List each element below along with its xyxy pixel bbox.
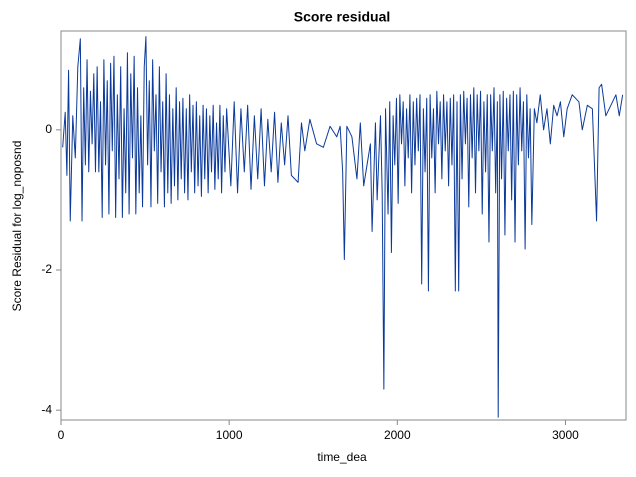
x-axis-label: time_dea — [317, 450, 367, 464]
x-tick-label: 2000 — [384, 428, 411, 442]
x-tick-label: 0 — [58, 428, 65, 442]
y-axis-label: Score Residual for log_noposnd — [10, 141, 24, 312]
x-tick-label: 3000 — [552, 428, 579, 442]
y-tick-label: -2 — [41, 262, 52, 276]
chart-title: Score residual — [294, 9, 391, 25]
y-tick-label: 0 — [45, 122, 52, 136]
data-line — [62, 36, 624, 418]
x-tick-label: 1000 — [216, 428, 243, 442]
plot-frame — [60, 30, 627, 421]
y-tick-label: -4 — [41, 402, 52, 416]
